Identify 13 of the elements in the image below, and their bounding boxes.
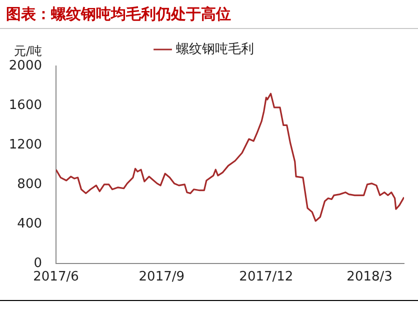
x-tick-label: 2017/6	[33, 270, 79, 285]
x-tick-label: 2017/12	[239, 270, 294, 285]
x-tick-label: 2018/3	[346, 270, 392, 285]
chart-title: 图表：螺纹钢吨均毛利仍处于高位	[0, 0, 418, 29]
y-axis-title: 元/吨	[14, 44, 42, 58]
y-tick-label: 1600	[8, 98, 42, 113]
y-tick-label: 800	[17, 176, 42, 192]
legend-label: 螺纹钢吨毛利	[176, 42, 254, 57]
y-tick-label: 0	[34, 256, 42, 271]
y-tick-label: 1200	[8, 137, 42, 152]
y-tick-label: 400	[17, 216, 42, 232]
y-tick-label: 2000	[8, 58, 42, 74]
x-tick-label: 2017/9	[138, 270, 185, 285]
